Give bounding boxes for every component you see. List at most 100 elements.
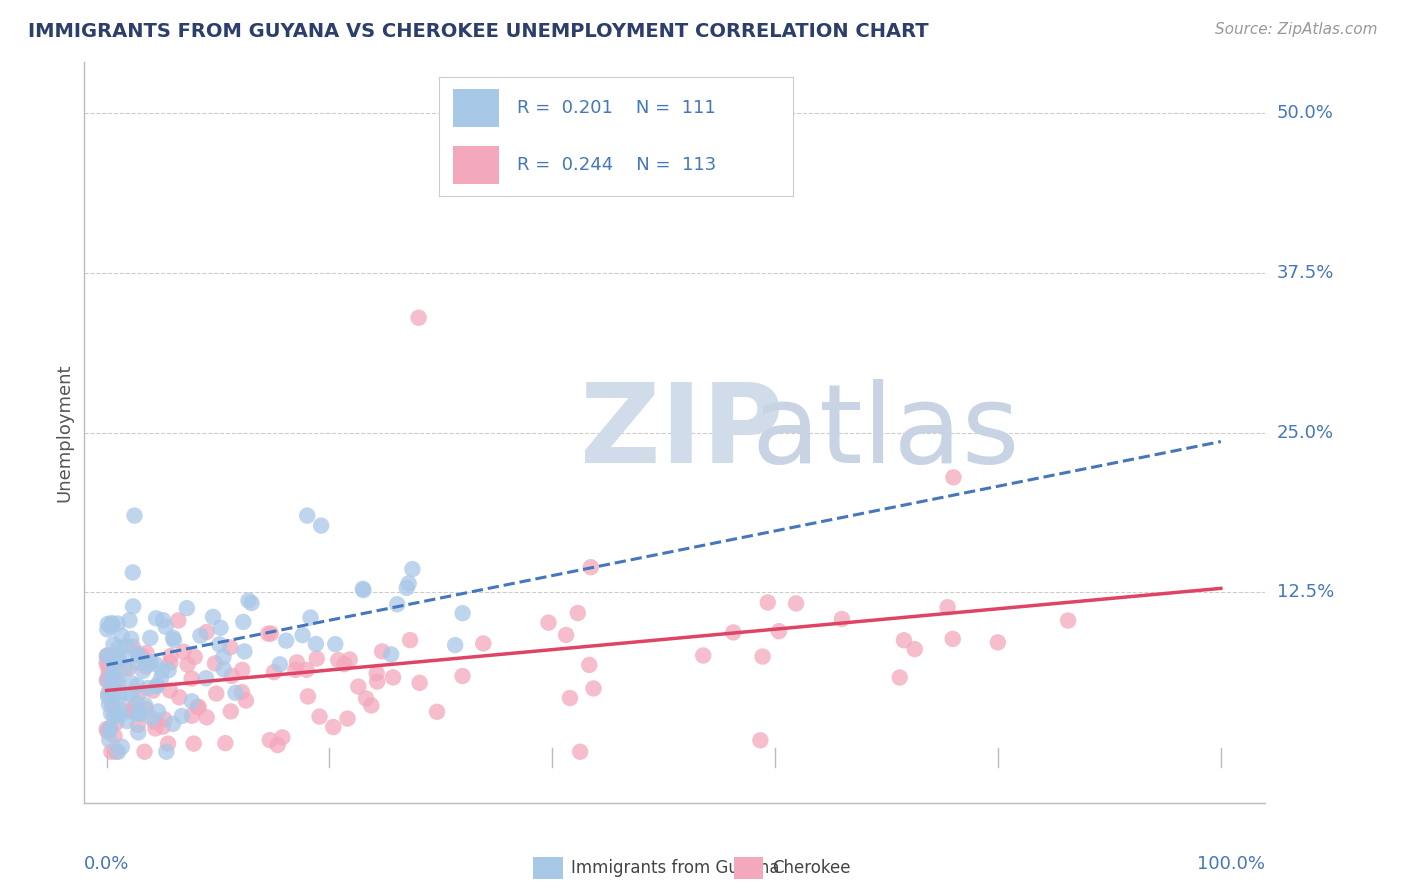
Y-axis label: Unemployment: Unemployment xyxy=(55,363,73,502)
Point xyxy=(145,722,167,736)
Point xyxy=(157,737,180,751)
Point xyxy=(266,738,288,752)
Point xyxy=(97,698,120,712)
Point xyxy=(176,601,198,615)
Point xyxy=(1057,614,1080,628)
Point xyxy=(347,680,370,694)
Point xyxy=(97,665,120,680)
Point xyxy=(354,691,377,706)
Point xyxy=(209,621,232,635)
Point xyxy=(107,640,129,655)
Point xyxy=(224,686,246,700)
Point xyxy=(127,648,149,663)
Point xyxy=(115,714,138,728)
Point xyxy=(135,646,157,660)
Point xyxy=(146,678,169,692)
Point xyxy=(128,706,150,721)
Point xyxy=(785,596,807,610)
Point xyxy=(173,645,195,659)
Point xyxy=(141,711,163,725)
Point xyxy=(139,655,162,669)
Point xyxy=(159,656,181,670)
Point xyxy=(936,600,959,615)
Point xyxy=(110,650,132,665)
Point xyxy=(208,637,231,651)
Point xyxy=(204,657,226,671)
Point xyxy=(893,633,915,648)
Point xyxy=(155,745,177,759)
Point xyxy=(271,731,294,745)
Point xyxy=(128,686,150,700)
Point xyxy=(157,663,180,677)
Point xyxy=(142,683,165,698)
Point xyxy=(322,720,344,734)
Point xyxy=(122,599,145,614)
Point xyxy=(276,633,298,648)
Point xyxy=(555,628,578,642)
Point xyxy=(451,606,474,620)
Point xyxy=(96,649,118,664)
Point xyxy=(134,698,156,713)
Point xyxy=(107,654,129,668)
Point xyxy=(98,648,121,663)
Point xyxy=(472,636,495,650)
Text: Cherokee: Cherokee xyxy=(772,859,851,877)
Point xyxy=(127,679,149,693)
Point xyxy=(96,722,118,736)
Point xyxy=(118,705,141,719)
Point xyxy=(305,651,328,665)
Point xyxy=(127,706,149,721)
Point xyxy=(135,659,157,673)
Point xyxy=(105,708,128,723)
Point xyxy=(395,581,418,595)
Point xyxy=(101,698,124,713)
Point xyxy=(380,648,402,662)
Point xyxy=(235,693,257,707)
Point xyxy=(751,649,773,664)
Point xyxy=(132,664,155,678)
Point xyxy=(153,712,176,726)
Point xyxy=(398,576,420,591)
Point xyxy=(101,683,124,698)
Point xyxy=(180,708,202,723)
Point xyxy=(136,681,159,695)
Point xyxy=(97,672,120,686)
Point xyxy=(107,673,129,687)
Point xyxy=(120,632,142,646)
FancyBboxPatch shape xyxy=(533,857,562,879)
Point xyxy=(98,723,121,738)
Point xyxy=(163,633,186,648)
Point xyxy=(103,690,125,704)
Point xyxy=(97,686,120,700)
Point xyxy=(183,737,205,751)
Point xyxy=(231,663,253,677)
Point xyxy=(98,721,121,735)
Point xyxy=(122,705,145,719)
Point xyxy=(219,705,242,719)
Text: atlas: atlas xyxy=(752,379,1021,486)
Point xyxy=(259,733,281,747)
Point xyxy=(352,582,374,596)
Point xyxy=(240,596,263,610)
Point xyxy=(103,708,125,723)
Point xyxy=(127,646,149,660)
Point xyxy=(231,685,253,699)
Point xyxy=(100,745,122,759)
Point xyxy=(187,700,209,714)
Point xyxy=(831,612,853,626)
Point xyxy=(103,685,125,699)
Point xyxy=(366,674,388,689)
Point xyxy=(115,639,138,653)
Point xyxy=(323,637,346,651)
Text: 0.0%: 0.0% xyxy=(84,855,129,872)
Point xyxy=(145,657,167,672)
Point xyxy=(124,508,146,523)
Point xyxy=(105,715,128,730)
Point xyxy=(212,650,235,665)
Point xyxy=(214,736,236,750)
Point xyxy=(107,745,129,759)
Point xyxy=(103,669,125,683)
Point xyxy=(97,687,120,701)
Point xyxy=(987,635,1010,649)
Point xyxy=(101,666,124,681)
